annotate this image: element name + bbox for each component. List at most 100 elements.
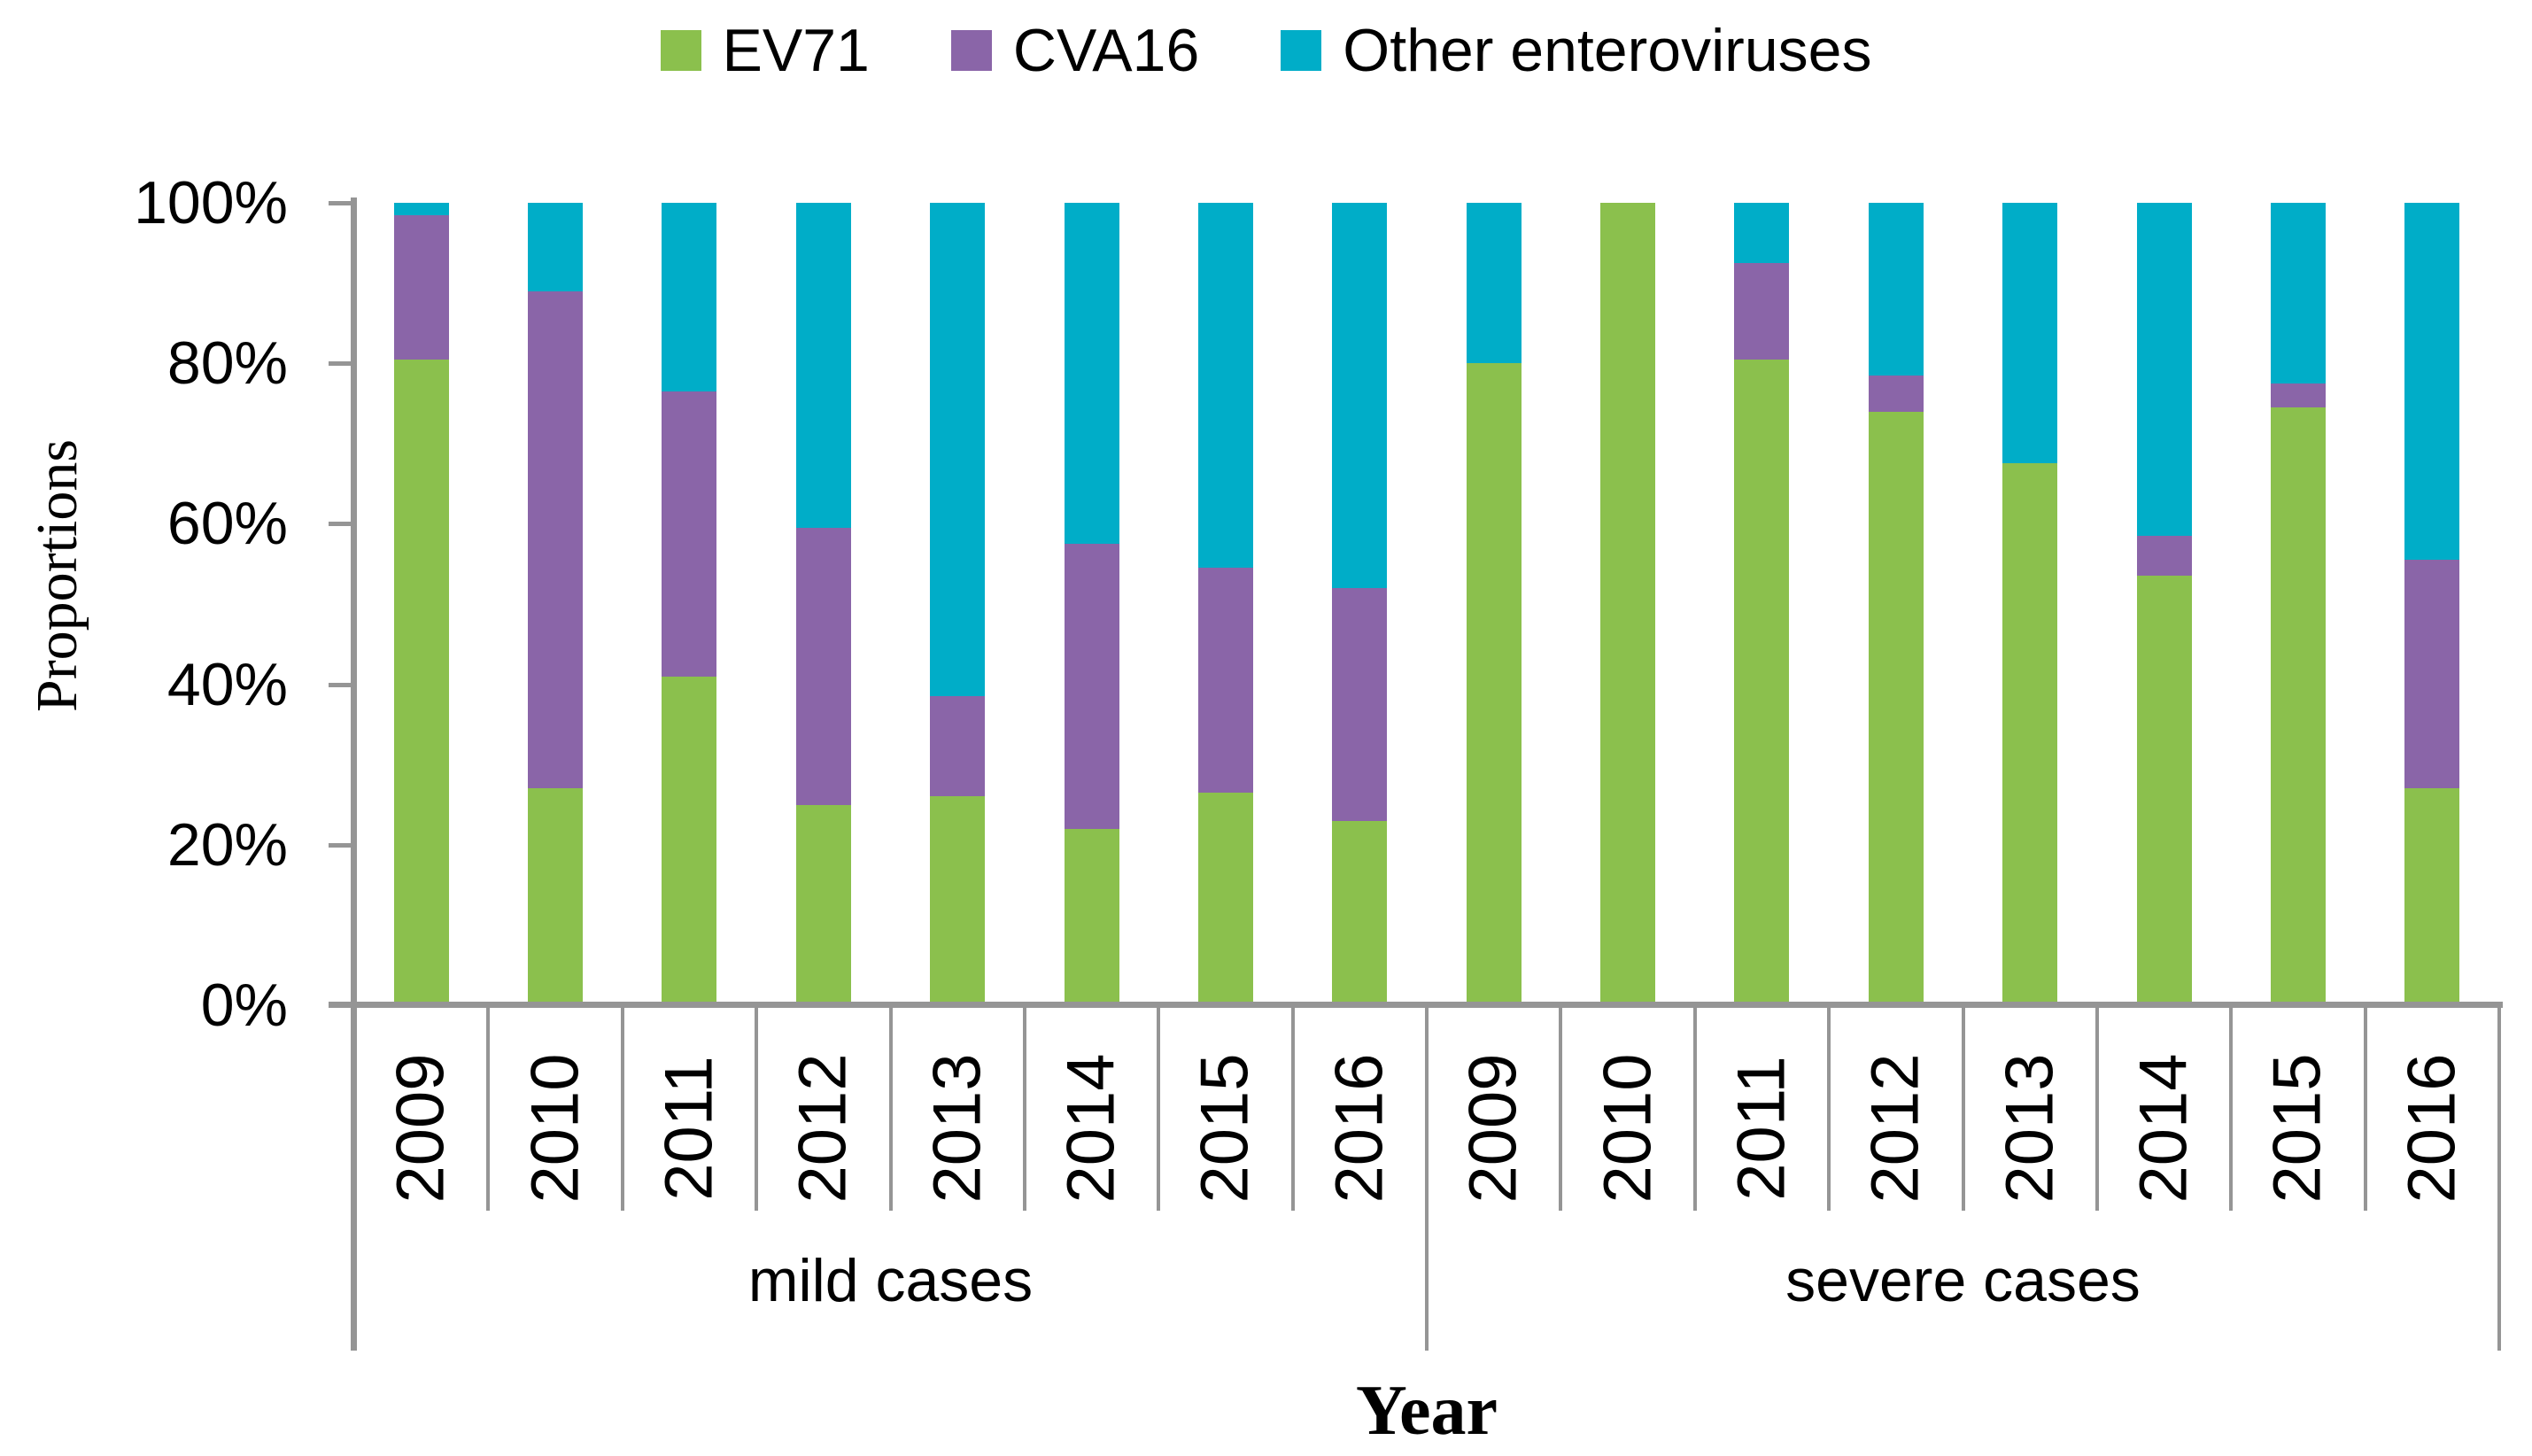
category-separator: [620, 1005, 624, 1211]
bar-segment-ev71: [1466, 363, 1522, 1005]
bar-segment-cva16: [1064, 544, 1119, 829]
x-tick-label: 2016: [1321, 1053, 1398, 1204]
bar-segment-ev71: [1600, 203, 1656, 1005]
x-tick-label: 2010: [517, 1053, 593, 1204]
x-axis-title: Year: [1356, 1372, 1498, 1450]
x-tick-label: 2009: [1455, 1053, 1531, 1204]
bar-segment-other-enteroviruses: [2404, 203, 2460, 561]
legend-label: CVA16: [1012, 17, 1200, 84]
bar-segment-ev71: [1868, 411, 1924, 1005]
y-axis-tick: [329, 683, 351, 687]
bar-segment-other-enteroviruses: [1064, 203, 1119, 545]
bar-segment-ev71: [1332, 820, 1388, 1005]
y-tick-label: 60%: [166, 490, 288, 557]
y-axis-title: Proportions: [25, 438, 89, 713]
category-separator: [2229, 1005, 2234, 1211]
bar-segment-other-enteroviruses: [393, 203, 449, 215]
category-separator: [888, 1005, 893, 1211]
category-separator: [1961, 1005, 1965, 1211]
category-separator: [2363, 1005, 2367, 1211]
category-separator: [755, 1005, 759, 1211]
x-tick-label: 2014: [2125, 1053, 2202, 1204]
group-label: severe cases: [1785, 1247, 2141, 1314]
x-tick-label: 2011: [1723, 1056, 1800, 1201]
bar-segment-other-enteroviruses: [2136, 203, 2192, 536]
bar-segment-cva16: [1197, 568, 1253, 793]
y-tick-label: 20%: [166, 811, 288, 879]
bar-segment-ev71: [2002, 463, 2058, 1005]
bar-segment-other-enteroviruses: [662, 203, 717, 391]
bar-segment-cva16: [1734, 262, 1790, 360]
x-tick-label: 2014: [1053, 1053, 1129, 1204]
bar-segment-ev71: [2270, 407, 2326, 1005]
category-separator: [1157, 1005, 1161, 1211]
bar-segment-cva16: [795, 527, 851, 805]
bar-segment-other-enteroviruses: [1734, 203, 1790, 263]
group-separator: [352, 1005, 356, 1351]
bar-segment-ev71: [2404, 788, 2460, 1005]
legend-swatch-cva16: [950, 30, 992, 71]
category-separator: [486, 1005, 491, 1211]
bar-segment-other-enteroviruses: [1197, 203, 1253, 569]
category-separator: [2095, 1005, 2099, 1211]
bar-segment-other-enteroviruses: [2002, 203, 2058, 464]
category-separator: [1559, 1005, 1563, 1211]
legend-item: CVA16: [950, 17, 1200, 84]
bar-segment-ev71: [2136, 576, 2192, 1005]
bar-segment-cva16: [662, 391, 717, 677]
bar-segment-other-enteroviruses: [1466, 203, 1522, 364]
category-separator: [1290, 1005, 1295, 1211]
bar-segment-ev71: [528, 788, 584, 1005]
bar-segment-other-enteroviruses: [1868, 203, 1924, 376]
x-tick-label: 2016: [2394, 1053, 2470, 1204]
legend-item: EV71: [660, 17, 870, 84]
bar-segment-other-enteroviruses: [2270, 203, 2326, 383]
y-tick-label: 40%: [166, 651, 288, 718]
group-separator: [1425, 1005, 1429, 1351]
legend: EV71 CVA16 Other enteroviruses: [0, 19, 2532, 81]
x-tick-label: 2013: [1992, 1053, 2068, 1204]
y-axis-tick: [329, 843, 351, 848]
group-separator: [2497, 1005, 2501, 1351]
bar-segment-ev71: [795, 804, 851, 1005]
category-separator: [1692, 1005, 1697, 1211]
legend-label: Other enteroviruses: [1343, 17, 1872, 84]
x-axis-line: [329, 1002, 2503, 1008]
category-separator: [1022, 1005, 1026, 1211]
y-axis-tick: [329, 201, 351, 205]
x-tick-label: 2011: [651, 1056, 727, 1201]
x-tick-label: 2012: [785, 1053, 861, 1204]
y-tick-label: 80%: [166, 329, 288, 397]
legend-item: Other enteroviruses: [1281, 19, 1871, 81]
bar-segment-cva16: [1332, 587, 1388, 821]
bar-segment-other-enteroviruses: [795, 203, 851, 528]
bar-segment-cva16: [2270, 383, 2326, 408]
bar-segment-ev71: [930, 796, 986, 1005]
bar-segment-cva16: [528, 290, 584, 789]
legend-swatch-other-enteroviruses: [1281, 30, 1322, 71]
bar-segment-cva16: [2136, 536, 2192, 577]
bar-segment-ev71: [393, 359, 449, 1005]
y-axis-tick: [329, 522, 351, 526]
y-tick-label: 0%: [200, 972, 288, 1039]
category-separator: [1827, 1005, 1831, 1211]
y-tick-label: 100%: [134, 169, 288, 236]
x-tick-label: 2015: [1187, 1053, 1263, 1204]
bar-segment-cva16: [393, 214, 449, 360]
x-tick-label: 2013: [919, 1053, 995, 1204]
x-tick-label: 2010: [1590, 1053, 1666, 1204]
bar-segment-other-enteroviruses: [1332, 203, 1388, 588]
x-tick-label: 2009: [383, 1053, 459, 1204]
bar-segment-ev71: [1734, 359, 1790, 1005]
bar-segment-other-enteroviruses: [930, 203, 986, 697]
y-axis-line: [351, 197, 357, 1351]
bar-segment-ev71: [1197, 792, 1253, 1005]
legend-label: EV71: [722, 17, 870, 84]
group-label: mild cases: [747, 1247, 1034, 1314]
bar-segment-cva16: [2404, 560, 2460, 789]
x-tick-label: 2012: [1857, 1053, 1933, 1204]
y-axis-tick: [329, 361, 351, 366]
legend-swatch-ev71: [660, 30, 701, 71]
